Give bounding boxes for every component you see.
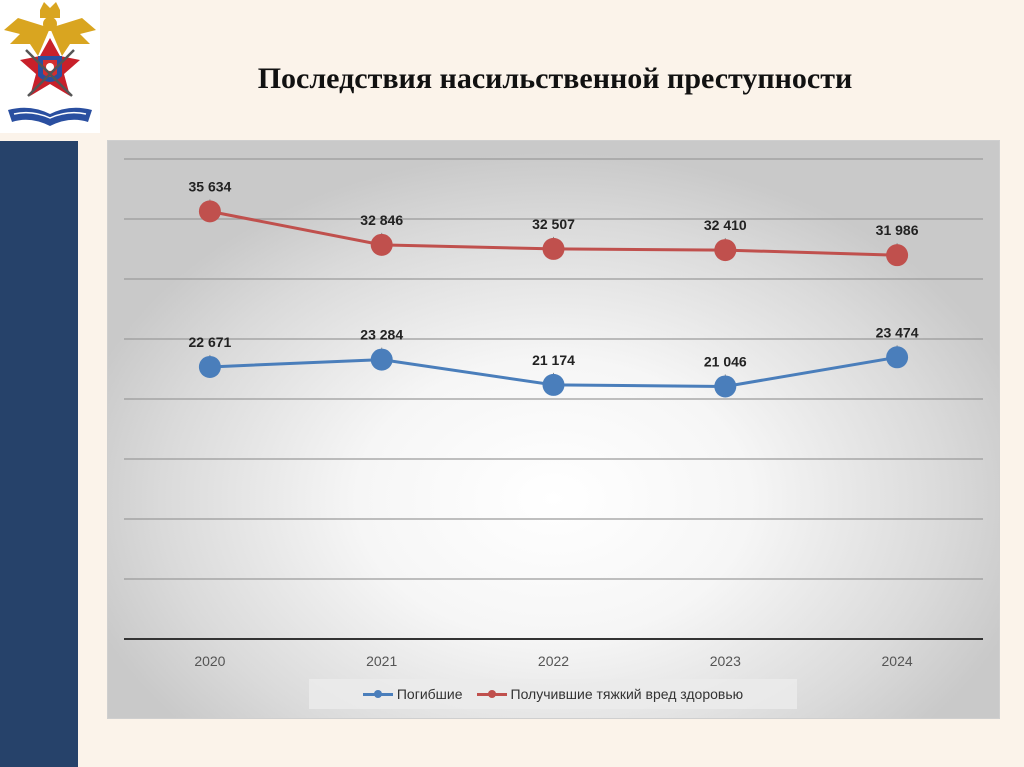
x-tick-label: 2020	[194, 653, 225, 669]
data-point	[370, 348, 393, 371]
data-label: 21 046	[704, 353, 747, 369]
data-label: 31 986	[876, 222, 919, 238]
slide-title: Последствия насильственной преступности	[257, 62, 853, 95]
data-label: 22 671	[188, 334, 231, 350]
legend-item-series-1: Погибшие	[362, 686, 463, 702]
data-point	[542, 373, 565, 396]
data-label: 21 174	[532, 352, 575, 368]
emblem-icon	[4, 2, 96, 126]
data-label: 32 507	[532, 216, 575, 232]
data-point	[886, 346, 909, 369]
legend-item-series-2: Получившие тяжкий вред здоровью	[476, 686, 744, 702]
sidebar	[0, 141, 78, 767]
legend-label: Погибшие	[396, 686, 463, 702]
data-label: 23 474	[876, 324, 919, 340]
legend-swatch-icon	[362, 688, 393, 700]
data-point	[370, 233, 393, 256]
legend-label: Получившие тяжкий вред здоровью	[510, 686, 744, 702]
x-tick-label: 2021	[366, 653, 397, 669]
data-label: 32 410	[704, 217, 747, 233]
data-point	[714, 375, 737, 398]
chart-panel: 2020 2021 2022 2023 2024 22 671 23 284 21 174 21…	[107, 140, 1000, 719]
x-tick-label: 2023	[710, 653, 741, 669]
legend-swatch-icon	[476, 688, 507, 700]
x-tick-label: 2024	[882, 653, 913, 669]
data-label: 35 634	[188, 178, 231, 194]
data-label: 23 284	[360, 327, 403, 343]
chart-legend: Погибшие Получившие тяжкий вред здоровью	[309, 679, 797, 709]
data-point	[542, 237, 565, 260]
data-point	[886, 244, 909, 267]
data-point	[198, 200, 221, 223]
data-label: 32 846	[360, 212, 403, 228]
logo	[0, 0, 100, 133]
data-point	[198, 355, 221, 378]
line-chart: 2020 2021 2022 2023 2024 22 671 23 284 21 174 21…	[124, 158, 983, 669]
data-point	[714, 239, 737, 262]
x-tick-label: 2022	[538, 653, 569, 669]
